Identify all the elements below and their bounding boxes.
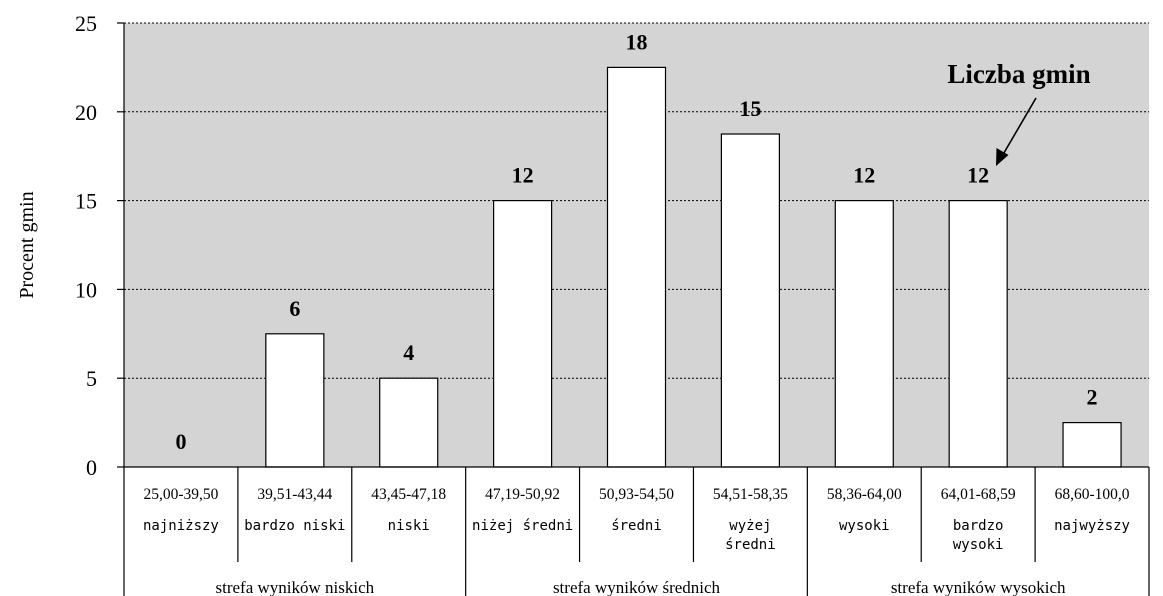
level-label: średni (611, 518, 662, 534)
data-labels: 0 6 4 12 18 15 12 12 2 (175, 29, 1097, 454)
data-label: 12 (512, 163, 534, 188)
range-label: 68,60-100,0 (1055, 486, 1130, 503)
level-label: wyżej (729, 518, 771, 534)
range-label: 64,01-68,59 (941, 486, 1016, 503)
zone-label: strefa wyników niskich (216, 578, 375, 596)
y-tick-label: 25 (75, 11, 97, 36)
bar (265, 333, 325, 468)
bar (1062, 422, 1122, 468)
range-label: 25,00-39,50 (143, 486, 218, 503)
level-label: niski (388, 518, 430, 534)
y-tick-label: 10 (75, 277, 97, 302)
bar (493, 200, 553, 468)
data-label: 4 (403, 340, 414, 365)
level-label: średni (725, 537, 776, 553)
data-label: 0 (175, 429, 186, 454)
bar (948, 200, 1008, 468)
range-label: 54,51-58,35 (713, 486, 788, 503)
annotation-arrow-line (1000, 97, 1037, 159)
annotation-arrowhead (996, 148, 1009, 166)
data-label: 2 (1087, 385, 1098, 410)
data-label: 12 (853, 163, 875, 188)
range-label: 58,36-64,00 (827, 486, 902, 503)
range-label: 39,51-43,44 (257, 486, 332, 503)
y-tick-label: 20 (75, 100, 97, 125)
level-label: wysoki (839, 518, 890, 534)
bar (720, 133, 780, 468)
y-ticks: 0 5 10 15 20 25 (75, 11, 124, 480)
level-label: najniższy (143, 518, 219, 534)
bar (834, 200, 894, 468)
y-tick-label: 5 (86, 366, 97, 391)
level-label: bardzo (953, 518, 1004, 534)
bar (606, 66, 667, 468)
y-tick-label: 0 (86, 455, 97, 480)
y-tick-label: 15 (75, 189, 97, 214)
data-label: 18 (626, 29, 648, 54)
data-label: 6 (289, 296, 300, 321)
y-axis-label: Procent gmin (16, 191, 38, 298)
bars (265, 66, 1122, 468)
bar (379, 377, 439, 468)
annotation-label: Liczba gmin (947, 59, 1090, 89)
category-table: 25,00-39,50 najniższy 39,51-43,44 bardzo ni… (123, 467, 1150, 596)
range-label: 47,19-50,92 (485, 486, 560, 503)
level-label: niżej średni (472, 518, 573, 534)
data-label: 15 (739, 96, 761, 121)
zone-label: strefa wyników średnich (553, 578, 721, 596)
level-label: najwyższy (1054, 518, 1130, 534)
level-label: wysoki (953, 537, 1004, 553)
range-label: 50,93-54,50 (599, 486, 674, 503)
data-label: 12 (967, 163, 989, 188)
level-label: bardzo niski (244, 518, 345, 534)
zone-label: strefa wyników wysokich (891, 578, 1066, 596)
range-label: 43,45-47,18 (371, 486, 446, 503)
annotation: Liczba gmin (947, 59, 1091, 166)
